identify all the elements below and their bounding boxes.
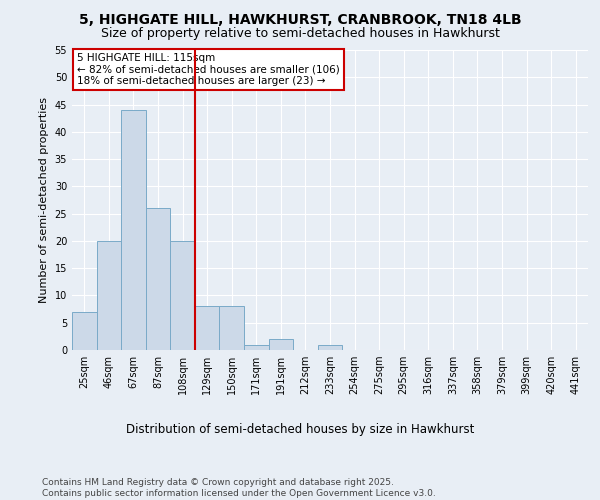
Bar (121, 110, 146, 350)
Bar (220, 306, 244, 350)
Bar (170, 241, 195, 350)
Bar (195, 306, 220, 350)
Bar (97, 241, 121, 350)
Bar (318, 344, 342, 350)
Bar (244, 344, 269, 350)
Text: 5, HIGHGATE HILL, HAWKHURST, CRANBROOK, TN18 4LB: 5, HIGHGATE HILL, HAWKHURST, CRANBROOK, … (79, 12, 521, 26)
Text: Distribution of semi-detached houses by size in Hawkhurst: Distribution of semi-detached houses by … (126, 422, 474, 436)
Bar (146, 208, 170, 350)
Y-axis label: Number of semi-detached properties: Number of semi-detached properties (39, 97, 49, 303)
Text: Contains HM Land Registry data © Crown copyright and database right 2025.
Contai: Contains HM Land Registry data © Crown c… (42, 478, 436, 498)
Text: 5 HIGHGATE HILL: 115sqm
← 82% of semi-detached houses are smaller (106)
18% of s: 5 HIGHGATE HILL: 115sqm ← 82% of semi-de… (77, 53, 340, 86)
Text: Size of property relative to semi-detached houses in Hawkhurst: Size of property relative to semi-detach… (101, 28, 499, 40)
Bar (72, 312, 97, 350)
Bar (269, 339, 293, 350)
